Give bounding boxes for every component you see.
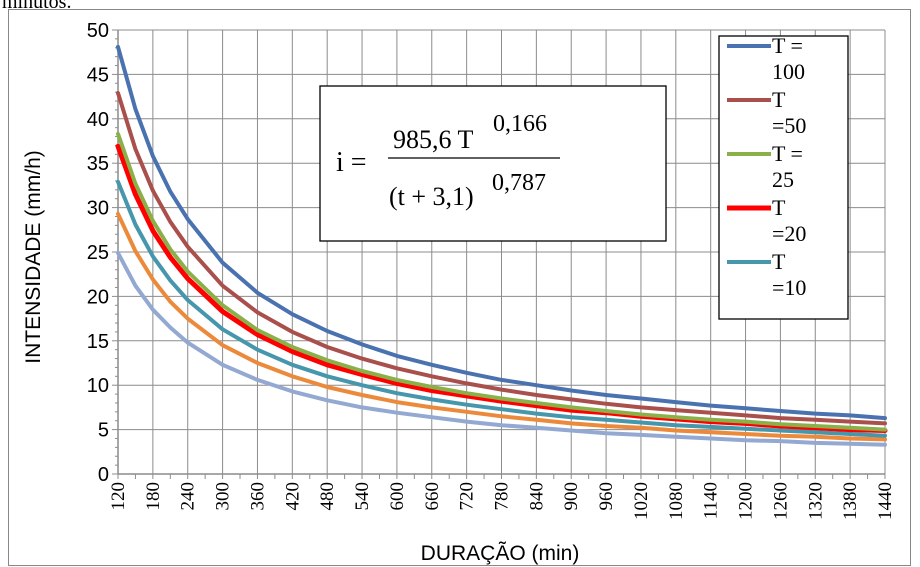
y-tick-label: 0 [98, 464, 109, 486]
x-tick-label: 1440 [875, 482, 896, 520]
legend-label: 25 [772, 167, 794, 192]
formula-box: i = 985,6 T 0,166 (t + 3,1) 0,787 [319, 85, 667, 242]
series-line-3 [116, 131, 887, 432]
chart-border [8, 9, 911, 566]
legend-label: T [772, 249, 786, 274]
x-tick-label: 180 [143, 482, 164, 511]
x-tick-label: 120 [108, 482, 129, 511]
y-tick-label: 50 [87, 20, 109, 42]
caption-fragment: minutos. [2, 0, 71, 13]
y-axis-title: INTENSIDADE (mm/h) [22, 150, 45, 364]
legend-label: T [772, 87, 786, 112]
y-tick-label: 45 [87, 64, 109, 86]
formula-denominator-exponent: 0,787 [492, 170, 546, 196]
x-tick-labels: 120 180 240 300 360 420 480 540 600 660 720 780 840 9… [108, 482, 896, 520]
x-tick-label: 300 [213, 482, 234, 511]
y-tick-label: 20 [87, 286, 109, 308]
x-tick-label: 540 [352, 482, 373, 511]
x-tick-label: 420 [282, 482, 303, 511]
x-tick-label: 780 [492, 482, 513, 511]
series-line-2 [116, 91, 887, 426]
x-tick-label: 720 [457, 482, 478, 511]
formula-denominator-base: (t + 3,1) [389, 182, 474, 211]
x-tick-label: 480 [317, 482, 338, 511]
legend-label: 100 [772, 59, 805, 84]
x-tick-label: 840 [526, 482, 547, 511]
x-tick-label: 1020 [631, 482, 652, 520]
legend-label: =50 [772, 113, 806, 138]
legend-label: T [772, 195, 786, 220]
legend-label: T = [772, 33, 803, 58]
x-tick-label: 1200 [736, 482, 757, 520]
y-tick-label: 30 [87, 198, 109, 220]
legend-label: T = [772, 141, 803, 166]
x-tick-label: 1320 [805, 482, 826, 520]
y-tick-label: 15 [87, 331, 109, 353]
x-tick-label: 900 [561, 482, 582, 511]
legend-label: =20 [772, 221, 806, 246]
x-tick-label: 1080 [666, 482, 687, 520]
y-tick-label: 25 [87, 242, 109, 264]
series-line-5 [116, 179, 887, 438]
x-tick-label: 660 [422, 482, 443, 511]
y-tick-label: 5 [98, 420, 109, 442]
x-tick-label: 600 [387, 482, 408, 511]
formula-numerator-exponent: 0,166 [493, 111, 547, 137]
series-line-7 [116, 250, 887, 447]
x-axis-title: DURAÇÃO (min) [421, 541, 580, 565]
y-tick-label: 10 [87, 375, 109, 397]
x-tick-label: 1380 [840, 482, 861, 520]
series-line-6 [116, 211, 887, 442]
x-tick-label: 1140 [701, 482, 722, 519]
x-tick-label: 960 [596, 482, 617, 511]
x-tick-label: 360 [247, 482, 268, 511]
formula-numerator-base: 985,6 T [393, 125, 474, 154]
legend-label: =10 [772, 275, 806, 300]
axes [112, 29, 886, 479]
y-tick-label: 35 [87, 153, 109, 175]
x-tick-label: 240 [178, 482, 199, 511]
formula-lhs: i = [336, 147, 367, 178]
series-line-1 [116, 44, 887, 421]
series-lines [115, 44, 888, 447]
x-tick-label: 1260 [770, 482, 791, 520]
y-tick-label: 40 [87, 109, 109, 131]
y-tick-labels: 0 5 10 15 20 25 30 35 40 45 50 [87, 20, 109, 486]
